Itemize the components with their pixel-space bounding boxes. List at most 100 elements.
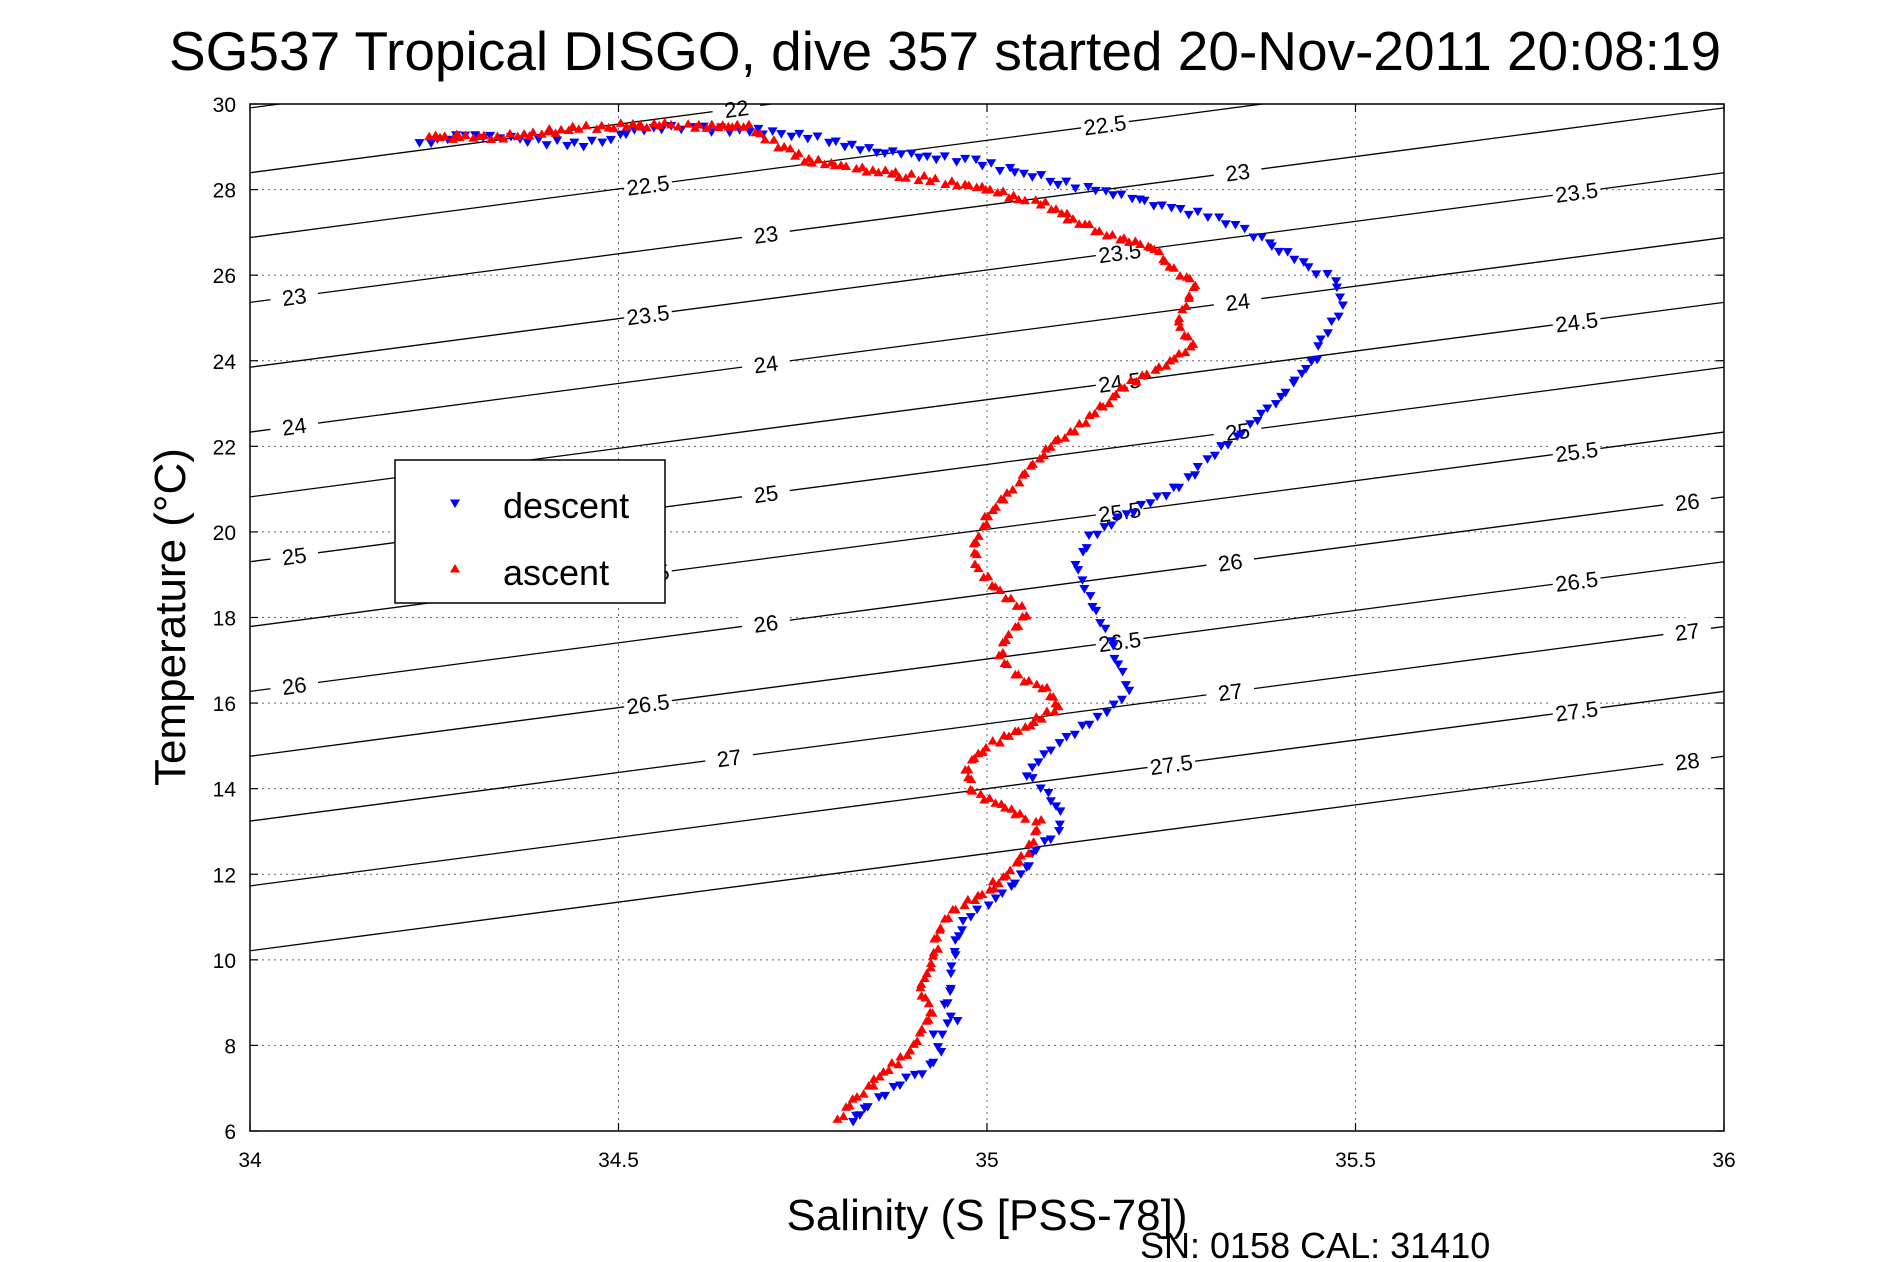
- ascent-point: [1025, 461, 1036, 470]
- descent-point: [1313, 342, 1324, 351]
- ascent-point: [902, 1050, 913, 1059]
- descent-point: [1095, 619, 1106, 628]
- ascent-point: [1107, 391, 1119, 401]
- ascent-point: [1029, 826, 1040, 836]
- descent-point: [1045, 797, 1056, 806]
- contour-label-bg: [1145, 747, 1197, 780]
- ascent-point: [960, 765, 971, 774]
- ascent-point: [439, 131, 450, 140]
- contour-label-bg: [740, 476, 792, 509]
- descent-point: [945, 987, 956, 996]
- descent-point: [1078, 548, 1089, 557]
- ascent-point: [919, 973, 930, 982]
- descent-point: [1331, 283, 1342, 293]
- descent-point: [414, 139, 425, 148]
- descent-point: [1084, 720, 1095, 730]
- ascent-point: [1130, 236, 1141, 245]
- descent-point: [1333, 312, 1344, 322]
- ascent-point: [1006, 804, 1017, 813]
- ascent-point: [994, 737, 1005, 747]
- ascent-point: [963, 180, 974, 190]
- descent-point: [888, 1082, 899, 1092]
- ascent-point: [519, 129, 530, 138]
- descent-point: [945, 1012, 956, 1022]
- ascent-point: [928, 950, 939, 960]
- density-contours: [250, 104, 1724, 952]
- ascent-point: [1030, 195, 1041, 204]
- ascent-point: [567, 121, 578, 131]
- ascent-point: [925, 1007, 936, 1017]
- descent-point: [1043, 789, 1054, 798]
- legend-box: [394, 459, 666, 604]
- y-tick-label: 20: [213, 522, 236, 545]
- descent-point: [1111, 513, 1122, 523]
- descent-point: [786, 132, 797, 142]
- ascent-point: [1010, 622, 1021, 631]
- ascent-point: [919, 170, 930, 180]
- descent-point: [879, 149, 890, 158]
- descent-point: [855, 146, 866, 155]
- ascent-point: [947, 904, 958, 914]
- ascent-point: [573, 124, 584, 133]
- descent-point: [1083, 531, 1095, 541]
- ascent-point: [1003, 629, 1014, 639]
- ascent-point: [706, 119, 717, 129]
- contour-label: 24: [281, 413, 309, 441]
- ascent-point: [1188, 282, 1199, 291]
- descent-point: [950, 936, 961, 945]
- ascent-point: [813, 154, 824, 164]
- contour-label-bg: [268, 668, 320, 701]
- contour-label-bg: [740, 346, 792, 380]
- y-tick-label: 24: [213, 351, 237, 374]
- contour-label: 22: [723, 95, 751, 123]
- ascent-point: [838, 1111, 849, 1121]
- ascent-point: [608, 123, 619, 133]
- descent-point: [1266, 242, 1277, 251]
- contour-label: 26: [1673, 488, 1701, 516]
- ascent-point: [886, 1058, 897, 1067]
- descent-point: [1051, 802, 1062, 811]
- ascent-point: [528, 127, 539, 136]
- x-tick-label: 34: [238, 1149, 262, 1172]
- ascent-point: [1019, 195, 1031, 205]
- ascent-point: [1031, 679, 1042, 689]
- ascent-point: [998, 872, 1009, 881]
- descent-point: [1036, 171, 1047, 180]
- descent-point: [1152, 492, 1163, 502]
- ascent-point: [544, 124, 555, 133]
- descent-point: [1331, 277, 1342, 286]
- descent-point: [1245, 420, 1256, 429]
- descent-point: [1127, 194, 1138, 204]
- ascent-point: [978, 521, 989, 531]
- ascent-point: [1103, 398, 1114, 408]
- ascent-point: [1067, 214, 1079, 223]
- ascent-point: [894, 172, 905, 181]
- contour-label: 27: [1673, 618, 1701, 646]
- ascent-point: [683, 119, 694, 128]
- descent-point: [1079, 585, 1090, 594]
- descent-point: [1168, 483, 1179, 493]
- descent-point: [1100, 624, 1111, 634]
- ascent-point: [920, 992, 931, 1002]
- ascent-point: [1184, 273, 1195, 283]
- ascent-point: [785, 143, 796, 153]
- contour-label-bg: [268, 409, 320, 442]
- contour-label: 26.5: [1097, 627, 1143, 657]
- descent-point: [1183, 473, 1194, 482]
- ascent-point: [952, 180, 963, 190]
- descent-point: [1128, 508, 1139, 518]
- ascent-point: [985, 184, 996, 194]
- descent-point: [1311, 270, 1322, 279]
- ascent-point: [968, 538, 979, 548]
- descent-point: [1136, 500, 1147, 510]
- descent-point: [1077, 576, 1088, 585]
- ascent-point: [1041, 682, 1052, 692]
- descent-point: [541, 141, 552, 150]
- ascent-point: [1023, 848, 1034, 858]
- contour-label-bg: [1550, 564, 1602, 597]
- descent-point: [1276, 392, 1287, 402]
- ascent-point: [1173, 348, 1184, 358]
- descent-point: [951, 158, 962, 167]
- descent-point: [1282, 248, 1293, 257]
- descent-point: [1069, 730, 1080, 740]
